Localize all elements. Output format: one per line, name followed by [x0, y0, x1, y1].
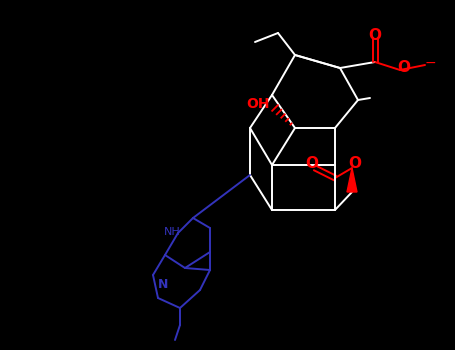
Text: N: N [158, 279, 168, 292]
Polygon shape [347, 168, 357, 192]
Text: O: O [369, 28, 381, 43]
Text: O: O [398, 61, 410, 76]
Text: O: O [305, 156, 318, 172]
Text: O: O [349, 156, 362, 172]
Text: −: − [424, 56, 436, 70]
Text: OH: OH [246, 97, 270, 111]
Text: NH: NH [164, 227, 180, 237]
